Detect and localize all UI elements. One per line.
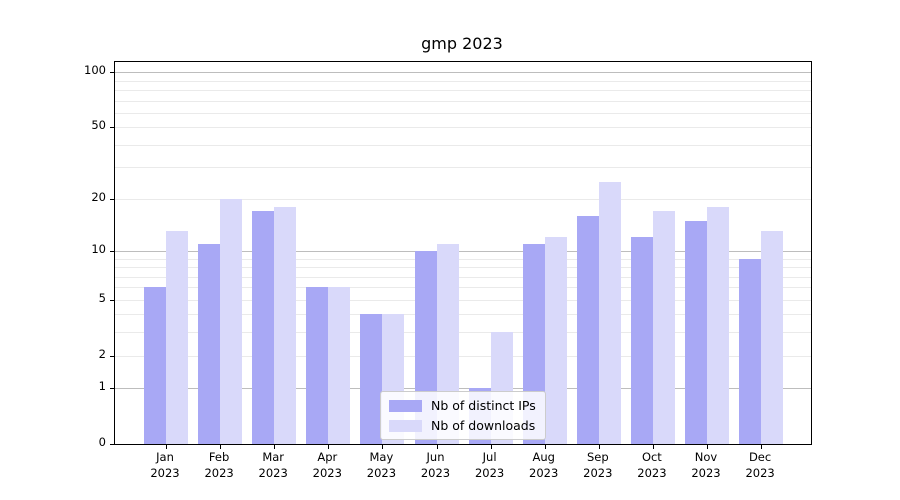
x-tick-label: May 2023 [351, 450, 411, 481]
y-tick-label: 0 [98, 435, 106, 449]
y-tick-mark [110, 250, 114, 252]
bar-downloads [220, 198, 243, 444]
x-tick-year: 2023 [150, 465, 180, 480]
y-tick-mark [110, 355, 114, 357]
x-tick-year: 2023 [637, 465, 667, 480]
x-tick-year: 2023 [420, 465, 451, 480]
plot-area [110, 61, 812, 449]
x-tick-year: 2023 [258, 465, 288, 480]
bar-downloads [652, 211, 675, 444]
x-tick-label: Mar 2023 [243, 450, 303, 481]
bar-distinct-ips [252, 211, 275, 444]
x-tick-mark [166, 445, 167, 449]
x-tick-mark [761, 445, 763, 449]
bar-downloads [761, 231, 784, 444]
x-tick-mark [220, 445, 222, 449]
y-tick-mark [110, 388, 114, 390]
minor-gridline [115, 127, 811, 129]
x-tick-mark [382, 445, 384, 449]
minor-gridline [115, 167, 811, 169]
x-tick-year: 2023 [529, 465, 559, 480]
minor-gridline [115, 276, 811, 278]
x-tick-mark [544, 445, 546, 449]
major-gridline [115, 250, 811, 252]
minor-gridline [115, 287, 811, 289]
legend-row-distinct-ips: Nb of distinct IPs [389, 398, 536, 413]
minor-gridline [115, 267, 811, 268]
x-tick-year: 2023 [204, 465, 234, 480]
x-tick-year: 2023 [366, 465, 397, 480]
x-tick-label: Oct 2023 [622, 450, 682, 481]
y-tick-label: 20 [91, 189, 106, 204]
y-tick-label: 50 [91, 118, 106, 133]
bar-distinct-ips [306, 287, 329, 444]
x-tick-label: Dec 2023 [730, 450, 790, 481]
legend-label-downloads: Nb of downloads [431, 418, 536, 433]
x-tick-mark [598, 445, 600, 449]
x-tick-year: 2023 [474, 465, 505, 480]
x-tick-label: Feb 2023 [189, 450, 249, 481]
minor-gridline [115, 198, 811, 200]
bar-distinct-ips [576, 215, 599, 444]
x-tick-label: Jan 2023 [135, 450, 195, 481]
x-tick-label: Jul 2023 [460, 450, 520, 481]
bar-distinct-ips [360, 314, 383, 444]
bar-distinct-ips [198, 243, 221, 444]
minor-gridline [115, 144, 811, 146]
x-tick-label: Aug 2023 [514, 450, 574, 481]
y-tick-label: 2 [98, 346, 106, 361]
bar-downloads [166, 231, 188, 444]
x-tick-mark [707, 445, 708, 449]
minor-gridline [115, 332, 811, 334]
bar-distinct-ips [630, 237, 653, 444]
x-tick-label: Jun 2023 [406, 450, 466, 481]
x-tick-label: Apr 2023 [297, 450, 357, 481]
y-tick-label: 5 [98, 290, 106, 305]
y-tick-mark [110, 127, 114, 129]
legend: Nb of distinct IPs Nb of downloads [380, 391, 546, 440]
minor-gridline [115, 112, 811, 114]
x-tick-mark [274, 445, 276, 449]
y-tick-label: 1 [98, 379, 106, 394]
bar-downloads [544, 237, 567, 444]
legend-row-downloads: Nb of downloads [389, 418, 536, 433]
minor-gridline [115, 80, 811, 82]
minor-gridline [115, 355, 811, 357]
y-tick-mark [110, 72, 114, 74]
y-tick-mark [110, 299, 114, 301]
legend-swatch-distinct-ips [389, 399, 422, 412]
minor-gridline [115, 258, 811, 260]
x-tick-label: Nov 2023 [676, 450, 736, 481]
legend-swatch-downloads [389, 419, 422, 432]
bar-downloads [707, 206, 729, 444]
chart-title: gmp 2023 [421, 34, 503, 53]
y-tick-mark [110, 444, 114, 445]
bar-distinct-ips [144, 287, 166, 444]
x-tick-year: 2023 [312, 465, 342, 480]
y-tick-mark [110, 198, 114, 200]
minor-gridline [115, 299, 811, 301]
x-tick-mark [652, 445, 654, 449]
minor-gridline [115, 100, 811, 102]
minor-gridline [115, 314, 811, 316]
x-tick-year: 2023 [583, 465, 613, 480]
bar-downloads [274, 206, 297, 444]
major-gridline [115, 72, 811, 74]
bar-downloads [598, 181, 621, 444]
bar-downloads [328, 287, 351, 444]
bar-distinct-ips [685, 220, 707, 444]
x-tick-label: Sep 2023 [568, 450, 628, 481]
x-tick-year: 2023 [745, 465, 775, 480]
y-tick-label: 100 [84, 63, 106, 78]
bar-distinct-ips [739, 258, 762, 444]
y-tick-label: 10 [91, 241, 106, 256]
x-tick-mark [490, 445, 492, 449]
major-gridline [115, 388, 811, 390]
legend-label-distinct-ips: Nb of distinct IPs [431, 398, 536, 413]
x-tick-year: 2023 [691, 465, 721, 480]
x-tick-mark [328, 445, 330, 449]
x-tick-mark [436, 445, 438, 449]
minor-gridline [115, 90, 811, 91]
